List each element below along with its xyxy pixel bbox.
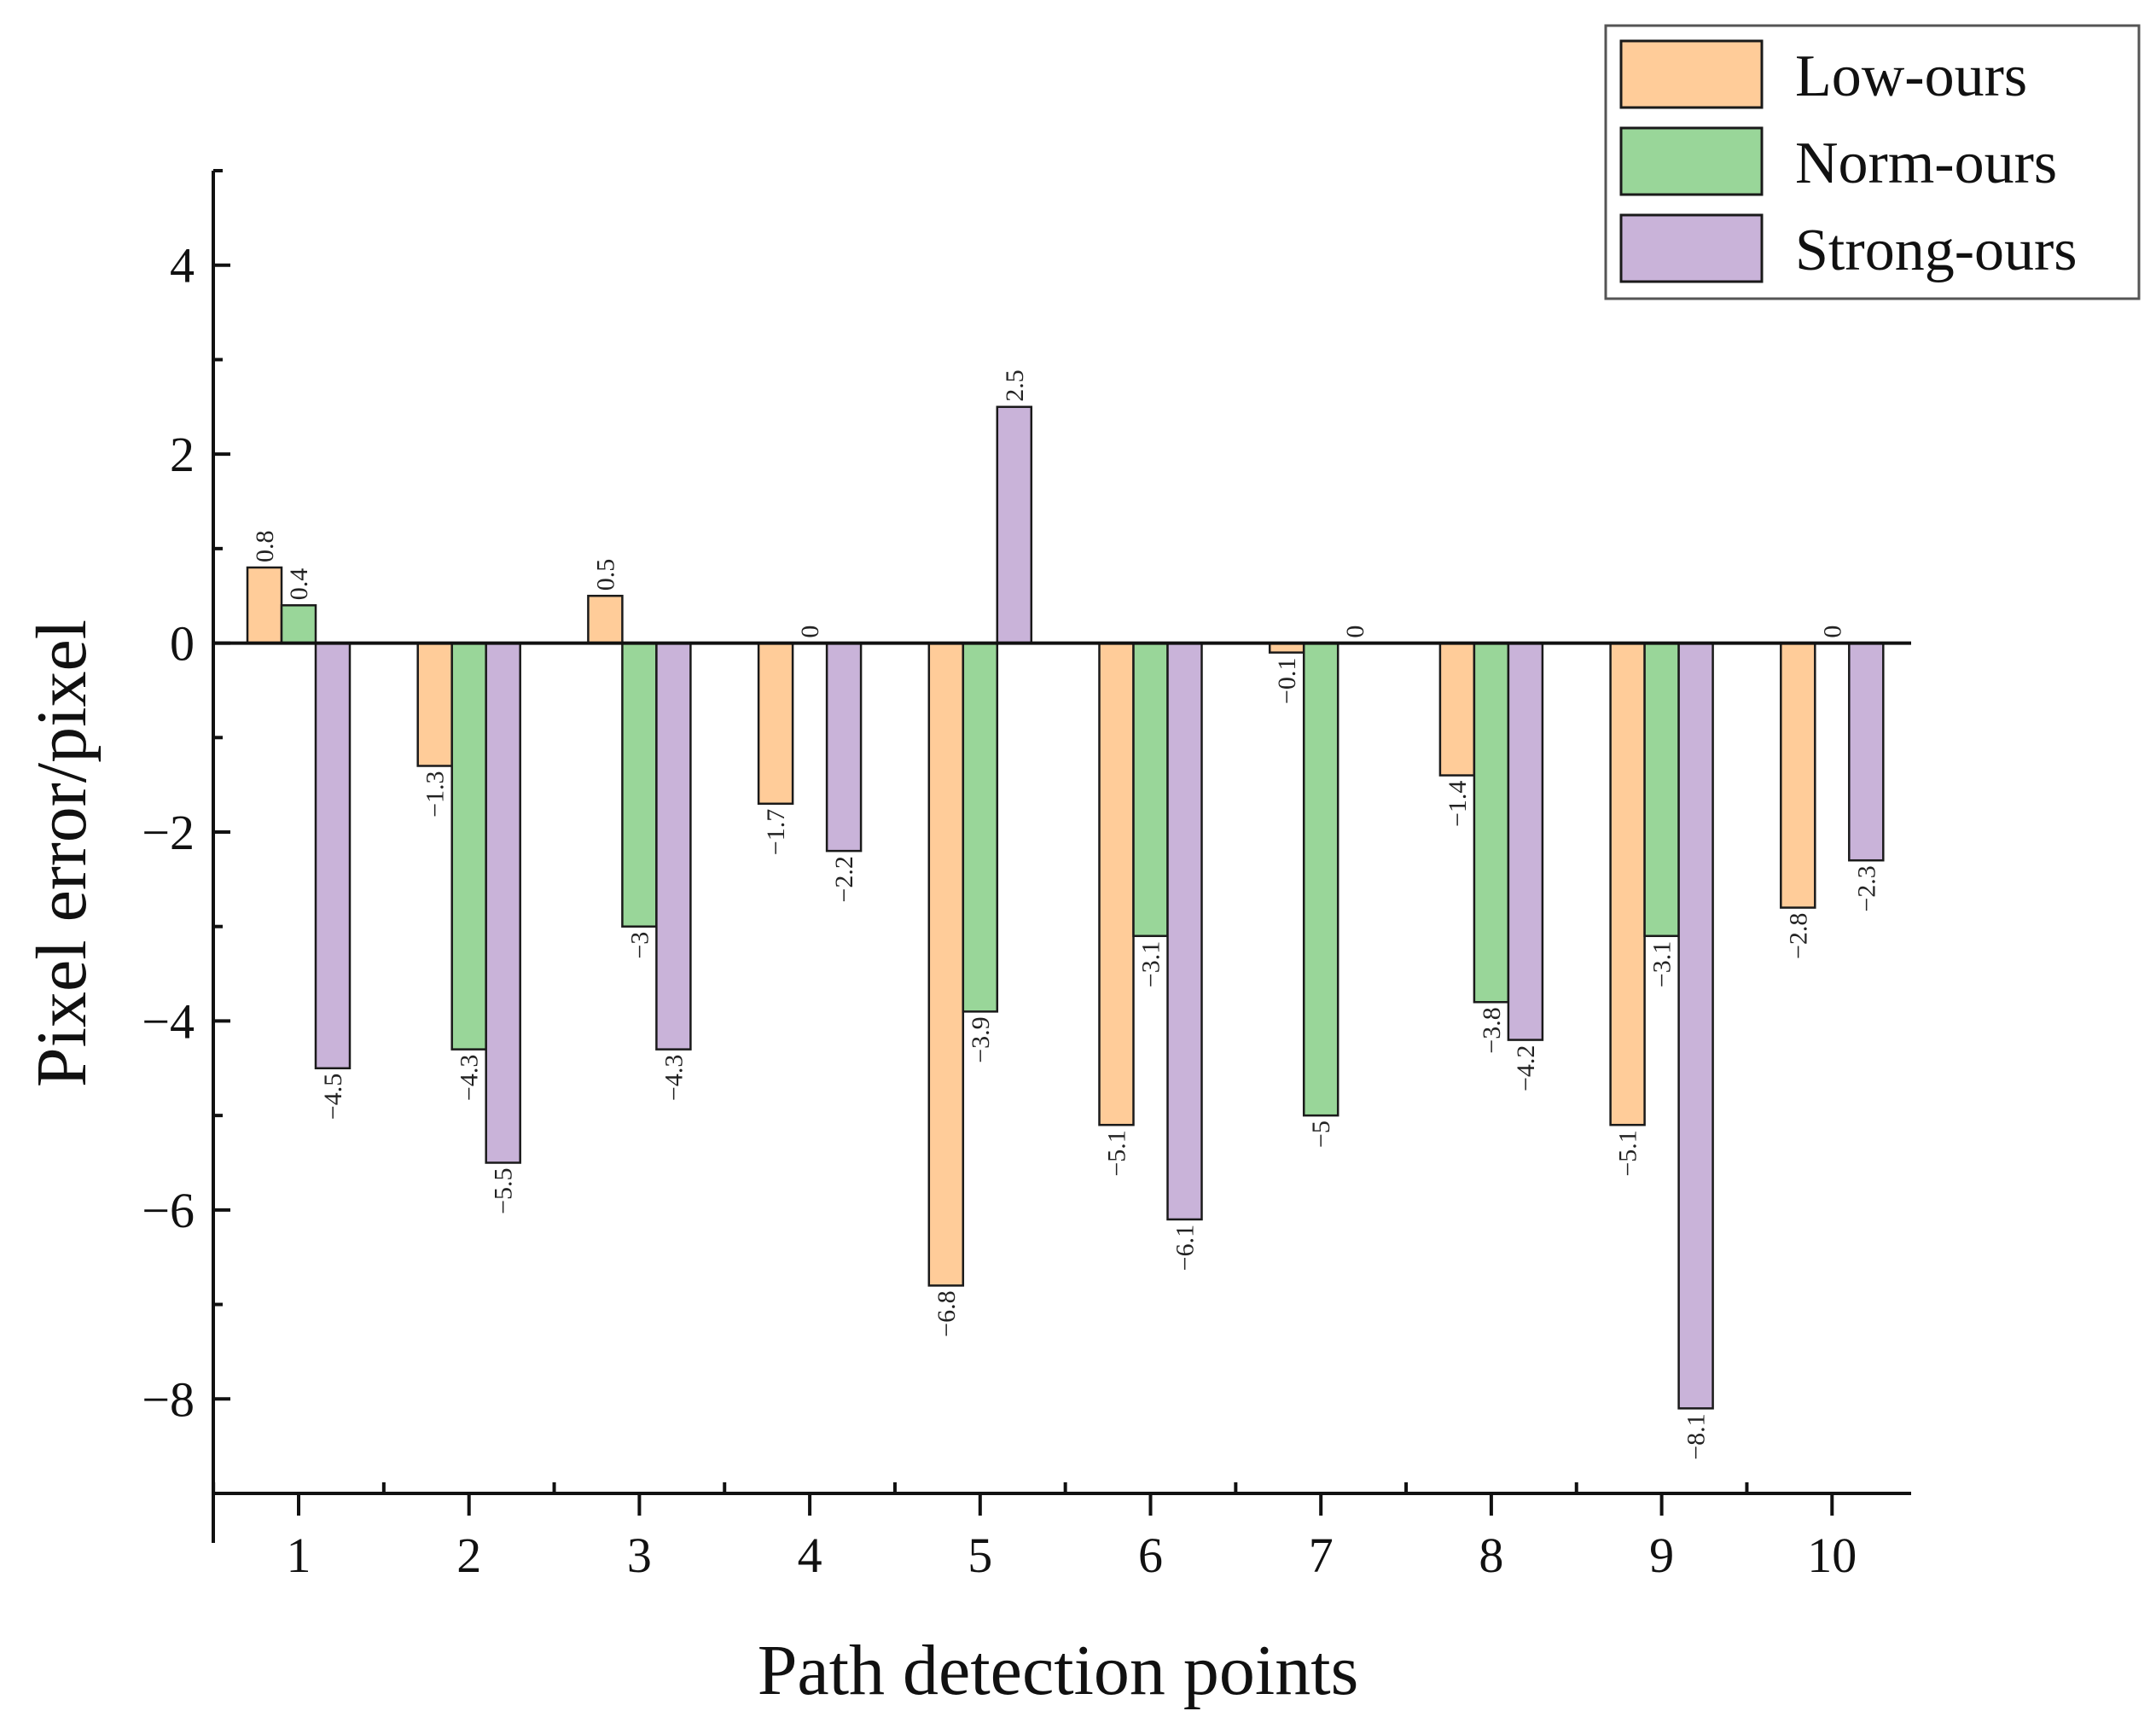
y-tick-label: 4: [170, 238, 195, 294]
data-label-norm-ours-1: 0.4: [285, 568, 313, 601]
data-label-strong-ours-8: −4.2: [1512, 1045, 1540, 1091]
data-label-norm-ours-7: −5: [1307, 1120, 1335, 1148]
data-label-strong-ours-7: 0: [1341, 626, 1369, 638]
data-label-strong-ours-1: −4.5: [319, 1074, 347, 1120]
data-label-norm-ours-3: −3: [625, 932, 654, 959]
bar-low-ours-point-5: [927, 642, 965, 1287]
x-tick-label: 3: [627, 1528, 652, 1583]
bar-norm-ours-point-3: [621, 642, 658, 928]
x-tick-label: 9: [1649, 1528, 1674, 1583]
bar-norm-ours-point-7: [1302, 642, 1340, 1117]
data-label-strong-ours-6: −6.1: [1171, 1225, 1200, 1271]
bar-low-ours-point-4: [757, 642, 794, 806]
data-label-strong-ours-5: 2.5: [1001, 370, 1029, 402]
data-label-strong-ours-3: −4.3: [660, 1055, 688, 1101]
bar-norm-ours-point-9: [1643, 642, 1680, 938]
bar-strong-ours-point-1: [314, 642, 352, 1070]
bar-norm-ours-point-8: [1473, 642, 1510, 1004]
y-tick-label: 0: [170, 616, 195, 672]
data-label-norm-ours-6: −3.1: [1137, 941, 1165, 987]
x-tick-label: 1: [287, 1528, 311, 1583]
data-label-low-ours-9: −5.1: [1614, 1130, 1642, 1176]
data-label-low-ours-6: −5.1: [1103, 1130, 1131, 1176]
bar-norm-ours-point-6: [1132, 642, 1169, 938]
data-label-norm-ours-9: −3.1: [1648, 941, 1677, 987]
y-tick-label: −2: [142, 805, 195, 860]
data-label-low-ours-7: −0.1: [1273, 658, 1301, 704]
data-label-strong-ours-2: −5.5: [490, 1168, 518, 1214]
data-label-low-ours-8: −1.4: [1444, 781, 1472, 827]
bars-layer: [246, 405, 1885, 1410]
bar-low-ours-point-10: [1780, 642, 1816, 909]
legend-label-strong-ours: Strong-ours: [1795, 218, 2078, 283]
data-labels-layer: 0.80.4 −4.5 −1.3 −4.3 −5.5 0.5 −3 −4.3 −1.7 0 −2.2…: [251, 370, 1880, 1459]
data-label-low-ours-4: −1.7: [762, 809, 790, 855]
legend-label-norm-ours: Norm-ours: [1795, 131, 2057, 196]
y-tick-label: 2: [170, 427, 195, 482]
bar-strong-ours-point-2: [485, 642, 521, 1164]
x-tick-label: 6: [1138, 1528, 1163, 1583]
data-label-low-ours-3: 0.5: [591, 559, 619, 591]
legend-swatch-low-ours: [1619, 39, 1764, 109]
data-label-low-ours-10: −2.8: [1784, 913, 1812, 959]
x-tick-label: 4: [798, 1528, 822, 1583]
bar-strong-ours-point-4: [825, 642, 863, 853]
y-tick-label: −8: [142, 1371, 195, 1427]
x-tick-label: 5: [968, 1528, 992, 1583]
data-label-norm-ours-10: 0: [1818, 626, 1846, 638]
data-label-low-ours-5: −6.8: [933, 1290, 961, 1336]
bar-low-ours-point-3: [587, 594, 624, 644]
data-label-strong-ours-4: −2.2: [830, 856, 858, 902]
legend: Low-ours Norm-ours Strong-ours: [1604, 24, 2141, 300]
bar-low-ours-point-1: [246, 566, 283, 644]
data-label-strong-ours-10: −2.3: [1852, 865, 1880, 911]
bar-strong-ours-point-8: [1507, 642, 1544, 1041]
data-label-norm-ours-2: −4.3: [456, 1055, 484, 1101]
y-tick-label: −4: [142, 993, 195, 1049]
bar-strong-ours-point-3: [655, 642, 692, 1051]
legend-swatch-norm-ours: [1619, 126, 1764, 196]
x-axis-title: Path detection points: [758, 1631, 1359, 1710]
legend-label-low-ours: Low-ours: [1795, 44, 2027, 109]
legend-swatch-strong-ours: [1619, 213, 1764, 283]
y-axis-title: Pixel error/pixel: [22, 620, 102, 1087]
bar-norm-ours-point-1: [280, 604, 317, 644]
data-label-strong-ours-9: −8.1: [1682, 1413, 1711, 1459]
bar-norm-ours-point-2: [450, 642, 487, 1051]
data-label-low-ours-1: 0.8: [251, 531, 279, 563]
bar-low-ours-point-2: [416, 642, 453, 767]
y-tick-label: −6: [142, 1183, 195, 1238]
bar-strong-ours-point-6: [1166, 642, 1203, 1221]
x-tick-label: 8: [1479, 1528, 1503, 1583]
x-tick-label: 2: [456, 1528, 481, 1583]
bar-strong-ours-point-5: [996, 405, 1033, 644]
bar-norm-ours-point-5: [962, 642, 999, 1013]
data-label-norm-ours-5: −3.9: [967, 1016, 995, 1062]
bar-low-ours-point-6: [1098, 642, 1135, 1126]
data-label-norm-ours-8: −3.8: [1478, 1007, 1506, 1053]
axes-layer: −8 −6 −4 −2 0 2 4 1 2 3 4 5 6 7 8 9 10: [142, 169, 1911, 1583]
bar-strong-ours-point-10: [1848, 642, 1885, 862]
data-label-norm-ours-4: 0: [796, 626, 824, 638]
data-label-low-ours-2: −1.3: [421, 771, 450, 818]
bar-low-ours-point-9: [1609, 642, 1646, 1126]
x-tick-label: 7: [1309, 1528, 1334, 1583]
bar-low-ours-point-8: [1438, 642, 1476, 777]
x-tick-label: 10: [1807, 1528, 1857, 1583]
bar-strong-ours-point-9: [1677, 642, 1714, 1410]
